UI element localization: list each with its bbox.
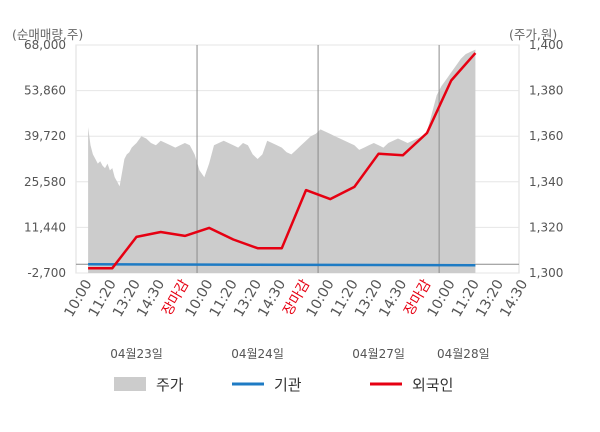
legend-label: 기관 [274,376,302,394]
right-tick-label: 1,380 [529,84,563,98]
right-tick-label: 1,320 [529,220,563,234]
right-tick-label: 1,400 [529,38,563,52]
series-line-기관 [88,263,476,267]
x-axis-ticks: 10:0011:2013:2014:30장마감10:0011:2013:2014… [62,277,532,320]
left-tick-label: 25,580 [24,175,66,189]
date-label: 04월28일 [437,347,490,361]
legend-label: 주가 [156,376,184,394]
legend-label: 외국인 [412,376,453,394]
legend-swatch-area [114,377,146,391]
right-axis-ticks: 1,400 1,380 1,360 1,340 1,320 1,300 [529,38,563,280]
right-tick-label: 1,360 [529,129,563,143]
date-label: 04월27일 [352,347,405,361]
left-tick-label: 68,000 [24,38,66,52]
left-axis-ticks: 68,000 53,860 39,720 25,580 11,440 -2,700 [24,38,66,280]
price-area [88,49,476,273]
series-line-외국인 [88,52,477,270]
right-tick-label: 1,340 [529,175,563,189]
left-axis-label: (순매매량,주) [12,27,83,42]
left-tick-label: 53,860 [24,84,66,98]
left-tick-label: 39,720 [24,129,66,143]
legend: 주가 기관 외국인 [114,376,453,394]
left-tick-label: -2,700 [27,266,66,280]
date-labels: 04월23일 04월24일 04월27일 04월28일 [110,347,489,361]
right-axis-label: (주가,원) [509,27,557,42]
date-label: 04월23일 [110,347,163,361]
date-label: 04월24일 [231,347,284,361]
price-area-layer [88,49,476,273]
right-tick-label: 1,300 [529,266,563,280]
left-tick-label: 11,440 [24,220,66,234]
day-separators [196,45,440,273]
series-lines [88,52,477,270]
